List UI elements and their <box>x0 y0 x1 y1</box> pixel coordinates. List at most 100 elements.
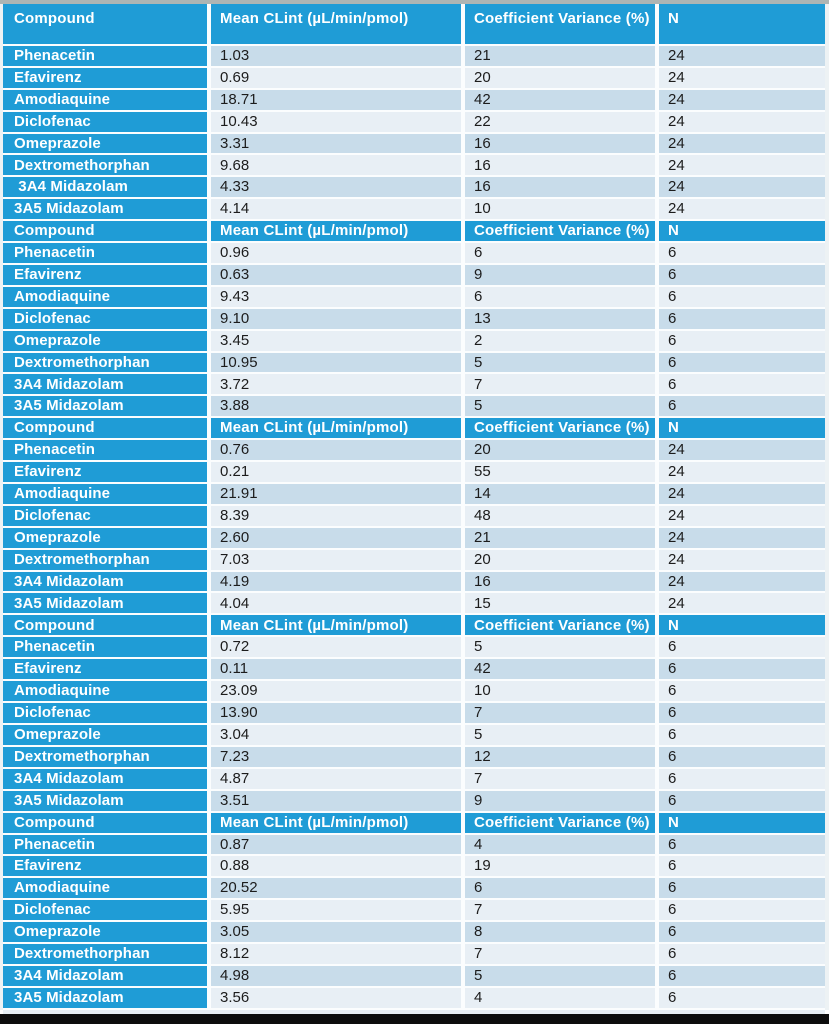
n-header: N <box>659 615 825 636</box>
column-divider <box>461 724 465 745</box>
mean-clint-header: Mean CLint (µL/min/pmol) <box>211 418 461 439</box>
table-row: Omeprazole 3.05 8 6 <box>3 922 825 944</box>
column-divider <box>461 746 465 767</box>
compound-cell: Amodiaquine <box>3 286 207 307</box>
mean-clint-cell: 4.14 <box>211 199 461 220</box>
column-divider <box>655 286 659 307</box>
column-divider <box>461 462 465 483</box>
column-divider <box>461 681 465 702</box>
n-cell: 6 <box>659 265 825 285</box>
mean-clint-cell: 8.12 <box>211 943 461 964</box>
column-divider <box>207 440 211 461</box>
column-divider <box>461 659 465 680</box>
coefficient-variance-cell: 4 <box>465 834 655 855</box>
column-divider <box>655 790 659 811</box>
compound-cell: Omeprazole <box>3 922 207 942</box>
coefficient-variance-cell: 7 <box>465 943 655 964</box>
top-edge-strip <box>0 0 829 4</box>
column-divider <box>655 418 659 439</box>
n-header: N <box>659 221 825 242</box>
n-cell: 24 <box>659 462 825 483</box>
column-divider <box>461 987 465 1008</box>
column-divider <box>461 527 465 548</box>
column-divider <box>207 330 211 351</box>
column-divider <box>461 965 465 986</box>
column-divider <box>207 374 211 395</box>
column-divider <box>461 352 465 373</box>
column-divider <box>461 330 465 351</box>
coefficient-variance-cell: 21 <box>465 46 655 66</box>
compound-header: Compound <box>3 221 207 242</box>
column-divider <box>461 177 465 198</box>
table-row: 3A4 Midazolam 4.33 16 24 <box>3 177 825 200</box>
mean-clint-cell: 1.03 <box>211 46 461 66</box>
table-row: 3A4 Midazolam 4.98 5 6 <box>3 965 825 988</box>
coefficient-variance-cell: 7 <box>465 703 655 723</box>
n-cell: 6 <box>659 768 825 789</box>
compound-cell: 3A5 Midazolam <box>3 593 207 614</box>
coefficient-variance-cell: 19 <box>465 856 655 877</box>
mean-clint-header: Mean CLint (µL/min/pmol) <box>211 4 461 44</box>
column-divider <box>207 724 211 745</box>
column-divider <box>207 462 211 483</box>
column-divider <box>461 440 465 461</box>
column-divider <box>655 89 659 110</box>
coefficient-variance-cell: 9 <box>465 790 655 811</box>
column-divider <box>207 221 211 242</box>
mean-clint-cell: 18.71 <box>211 89 461 110</box>
coefficient-variance-header: Coefficient Variance (%) <box>465 418 655 439</box>
column-divider <box>461 615 465 636</box>
n-cell: 6 <box>659 659 825 680</box>
coefficient-variance-cell: 42 <box>465 659 655 680</box>
column-divider <box>207 505 211 526</box>
mean-clint-cell: 7.03 <box>211 549 461 570</box>
table-row: Amodiaquine 20.52 6 6 <box>3 878 825 901</box>
column-divider <box>461 571 465 592</box>
mean-clint-cell: 3.04 <box>211 724 461 745</box>
header-row: Compound Mean CLint (µL/min/pmol) Coeffici… <box>3 418 825 441</box>
n-cell: 24 <box>659 155 825 176</box>
column-divider <box>655 615 659 636</box>
compound-cell: 3A4 Midazolam <box>3 768 207 789</box>
column-divider <box>207 89 211 110</box>
n-cell: 6 <box>659 330 825 351</box>
compound-cell: Efavirenz <box>3 265 207 285</box>
coefficient-variance-cell: 20 <box>465 549 655 570</box>
column-divider <box>461 637 465 658</box>
coefficient-variance-cell: 6 <box>465 286 655 307</box>
compound-cell: 3A4 Midazolam <box>3 571 207 592</box>
table-row: Diclofenac 8.39 48 24 <box>3 505 825 528</box>
n-cell: 6 <box>659 308 825 329</box>
coefficient-variance-cell: 5 <box>465 965 655 986</box>
table-row: Amodiaquine 9.43 6 6 <box>3 286 825 309</box>
coefficient-variance-cell: 12 <box>465 746 655 767</box>
column-divider <box>207 571 211 592</box>
column-divider <box>655 593 659 614</box>
table-row: 3A5 Midazolam 3.88 5 6 <box>3 396 825 419</box>
column-divider <box>655 67 659 88</box>
column-divider <box>207 637 211 658</box>
mean-clint-cell: 0.11 <box>211 659 461 680</box>
compound-cell: 3A4 Midazolam <box>3 965 207 986</box>
column-divider <box>655 900 659 921</box>
column-divider <box>207 484 211 504</box>
table-row: Efavirenz 0.11 42 6 <box>3 659 825 682</box>
coefficient-variance-cell: 13 <box>465 308 655 329</box>
compound-cell: Efavirenz <box>3 462 207 483</box>
table-row: Phenacetin 0.72 5 6 <box>3 637 825 660</box>
coefficient-variance-cell: 22 <box>465 111 655 132</box>
coefficient-variance-cell: 48 <box>465 505 655 526</box>
table-row: Diclofenac 13.90 7 6 <box>3 703 825 725</box>
coefficient-variance-header: Coefficient Variance (%) <box>465 812 655 833</box>
column-divider <box>461 243 465 264</box>
coefficient-variance-cell: 55 <box>465 462 655 483</box>
mean-clint-cell: 9.43 <box>211 286 461 307</box>
mean-clint-cell: 0.87 <box>211 834 461 855</box>
column-divider <box>207 790 211 811</box>
coefficient-variance-header: Coefficient Variance (%) <box>465 4 655 44</box>
mean-clint-cell: 21.91 <box>211 484 461 504</box>
coefficient-variance-cell: 8 <box>465 922 655 942</box>
table-row: 3A5 Midazolam 3.56 4 6 <box>3 987 825 1010</box>
column-divider <box>207 286 211 307</box>
n-cell: 6 <box>659 637 825 658</box>
